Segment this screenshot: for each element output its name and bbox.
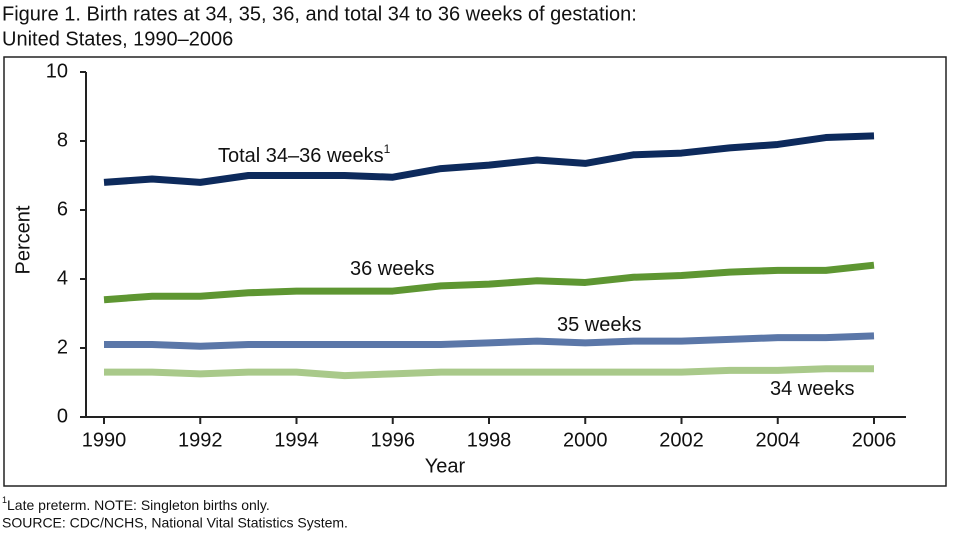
x-tick-label: 1998 — [467, 429, 512, 451]
series-label: 35 weeks — [557, 314, 642, 336]
y-axis-label: Percent — [12, 205, 34, 274]
series-label: 36 weeks — [350, 258, 435, 280]
y-tick-label: 0 — [57, 405, 68, 427]
y-tick-label: 8 — [57, 129, 68, 151]
y-tick-label: 6 — [57, 198, 68, 220]
footnote-text: Late preterm. NOTE: Singleton births onl… — [7, 497, 270, 513]
series-line — [103, 132, 875, 186]
y-tick-label: 2 — [57, 336, 68, 358]
series-line — [103, 261, 875, 304]
x-tick-label: 2004 — [756, 429, 801, 451]
x-tick-label: 1994 — [274, 429, 319, 451]
chart-frame — [3, 56, 947, 487]
x-tick-label: 2000 — [563, 429, 608, 451]
series-name: 35 weeks — [557, 314, 642, 336]
x-axis-label: Year — [425, 455, 466, 477]
x-tick-label: 1990 — [82, 429, 127, 451]
series-name-marker: 1 — [384, 142, 391, 156]
x-tick-label: 1992 — [178, 429, 223, 451]
series-line — [104, 332, 875, 350]
chart-subtitle: United States, 1990–2006 — [2, 28, 233, 50]
x-tick-label: 1996 — [371, 429, 416, 451]
series-name: 34 weeks — [770, 378, 855, 400]
series-name: Total 34–36 weeks — [218, 145, 384, 167]
x-tick-label: 2006 — [852, 429, 897, 451]
y-tick-label: 10 — [46, 60, 68, 82]
chart-title: Figure 1. Birth rates at 34, 35, 36, and… — [2, 3, 637, 25]
series-label: 34 weeks — [770, 378, 855, 400]
y-tick-label: 4 — [57, 267, 68, 289]
series-label: Total 34–36 weeks1 — [218, 142, 391, 167]
series-name: 36 weeks — [350, 258, 435, 280]
series-line — [104, 365, 874, 380]
x-tick-label: 2002 — [659, 429, 704, 451]
footnote: 1Late preterm. NOTE: Singleton births on… — [2, 495, 270, 512]
source: SOURCE: CDC/NCHS, National Vital Statist… — [2, 515, 348, 531]
footnote-marker: 1 — [2, 495, 7, 505]
